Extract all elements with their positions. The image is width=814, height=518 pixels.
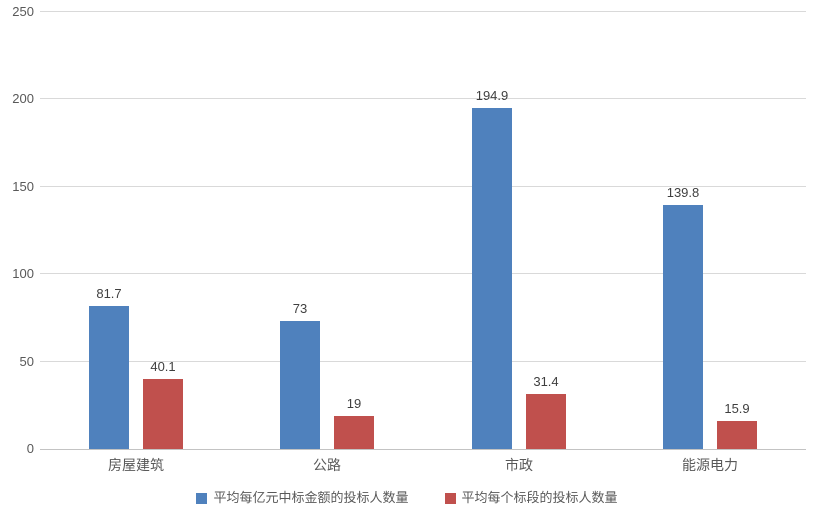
plot-area (40, 11, 806, 450)
data-label: 19 (346, 396, 362, 411)
legend-swatch-icon (444, 492, 456, 504)
y-tick-label: 200 (12, 91, 34, 107)
category-label: 公路 (313, 457, 341, 473)
gridline-50 (40, 360, 806, 362)
data-label: 81.7 (96, 286, 122, 301)
data-label: 40.1 (150, 359, 176, 374)
gridline-100 (40, 273, 806, 275)
category-label: 能源电力 (682, 457, 738, 473)
legend-label: 平均每个标段的投标人数量 (461, 490, 618, 505)
data-label: 73 (292, 301, 308, 316)
data-label: 31.4 (533, 374, 559, 389)
category-label: 市政 (505, 457, 533, 473)
y-tick-label: 50 (19, 353, 34, 369)
bar-series2-市政 (526, 394, 566, 449)
y-tick-label: 250 (12, 4, 34, 19)
bar-series1-公路 (280, 321, 320, 449)
category-label: 房屋建筑 (108, 457, 164, 473)
data-label: 15.9 (724, 401, 750, 416)
legend-item-series2: 平均每个标段的投标人数量 (444, 490, 618, 506)
gridline-150 (40, 185, 806, 187)
data-label: 139.8 (666, 185, 700, 200)
bar-series1-能源电力 (663, 205, 703, 449)
y-tick-label: 100 (12, 266, 34, 282)
bar-series1-市政 (472, 108, 512, 449)
legend-label: 平均每亿元中标金额的投标人数量 (213, 490, 409, 505)
gridline-250 (40, 11, 806, 12)
bar-series2-能源电力 (717, 421, 757, 449)
bar-series2-房屋建筑 (143, 379, 183, 449)
data-label: 194.9 (475, 88, 509, 103)
chart-legend: 平均每亿元中标金额的投标人数量 平均每个标段的投标人数量 (0, 490, 814, 506)
bar-series1-房屋建筑 (89, 306, 129, 449)
gridline-200 (40, 98, 806, 100)
y-tick-label: 0 (26, 441, 34, 456)
y-tick-label: 150 (12, 178, 34, 194)
gridline-0 (40, 449, 806, 450)
bar-series2-公路 (334, 416, 374, 449)
legend-swatch-icon (196, 492, 208, 504)
legend-item-series1: 平均每亿元中标金额的投标人数量 (196, 490, 409, 506)
